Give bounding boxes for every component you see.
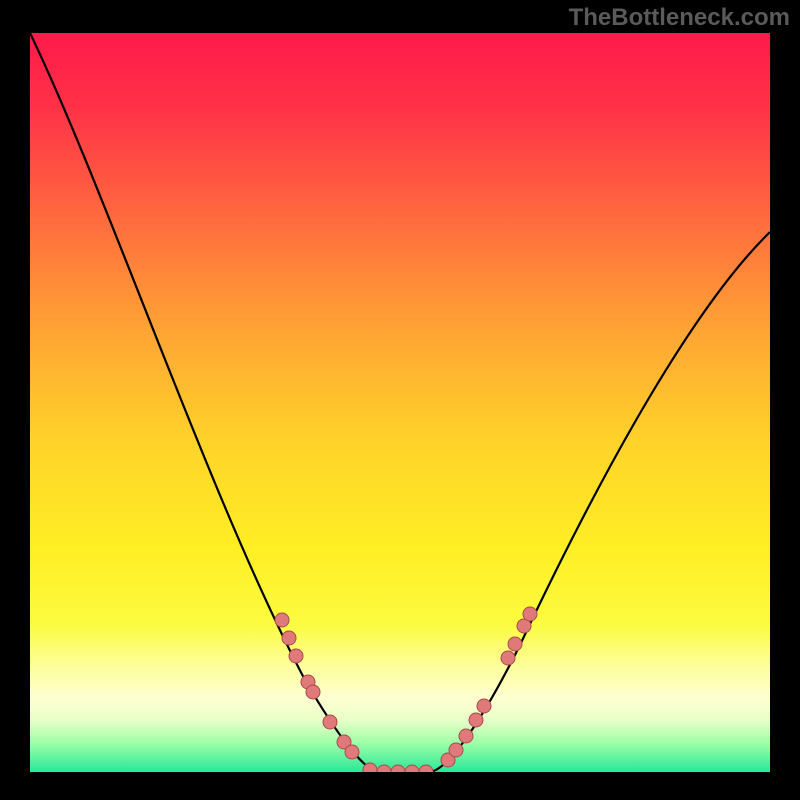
watermark-text: TheBottleneck.com bbox=[569, 4, 790, 32]
data-marker bbox=[501, 651, 515, 665]
data-marker bbox=[449, 743, 463, 757]
data-marker bbox=[306, 685, 320, 699]
data-marker bbox=[345, 745, 359, 759]
data-marker bbox=[323, 715, 337, 729]
bottleneck-chart bbox=[0, 0, 800, 800]
data-marker bbox=[459, 729, 473, 743]
data-marker bbox=[469, 713, 483, 727]
plot-area bbox=[30, 33, 770, 779]
data-marker bbox=[275, 613, 289, 627]
gradient-background bbox=[30, 33, 770, 772]
data-marker bbox=[508, 637, 522, 651]
data-marker bbox=[289, 649, 303, 663]
data-marker bbox=[523, 607, 537, 621]
data-marker bbox=[282, 631, 296, 645]
chart-container: TheBottleneck.com bbox=[0, 0, 800, 800]
data-marker bbox=[477, 699, 491, 713]
